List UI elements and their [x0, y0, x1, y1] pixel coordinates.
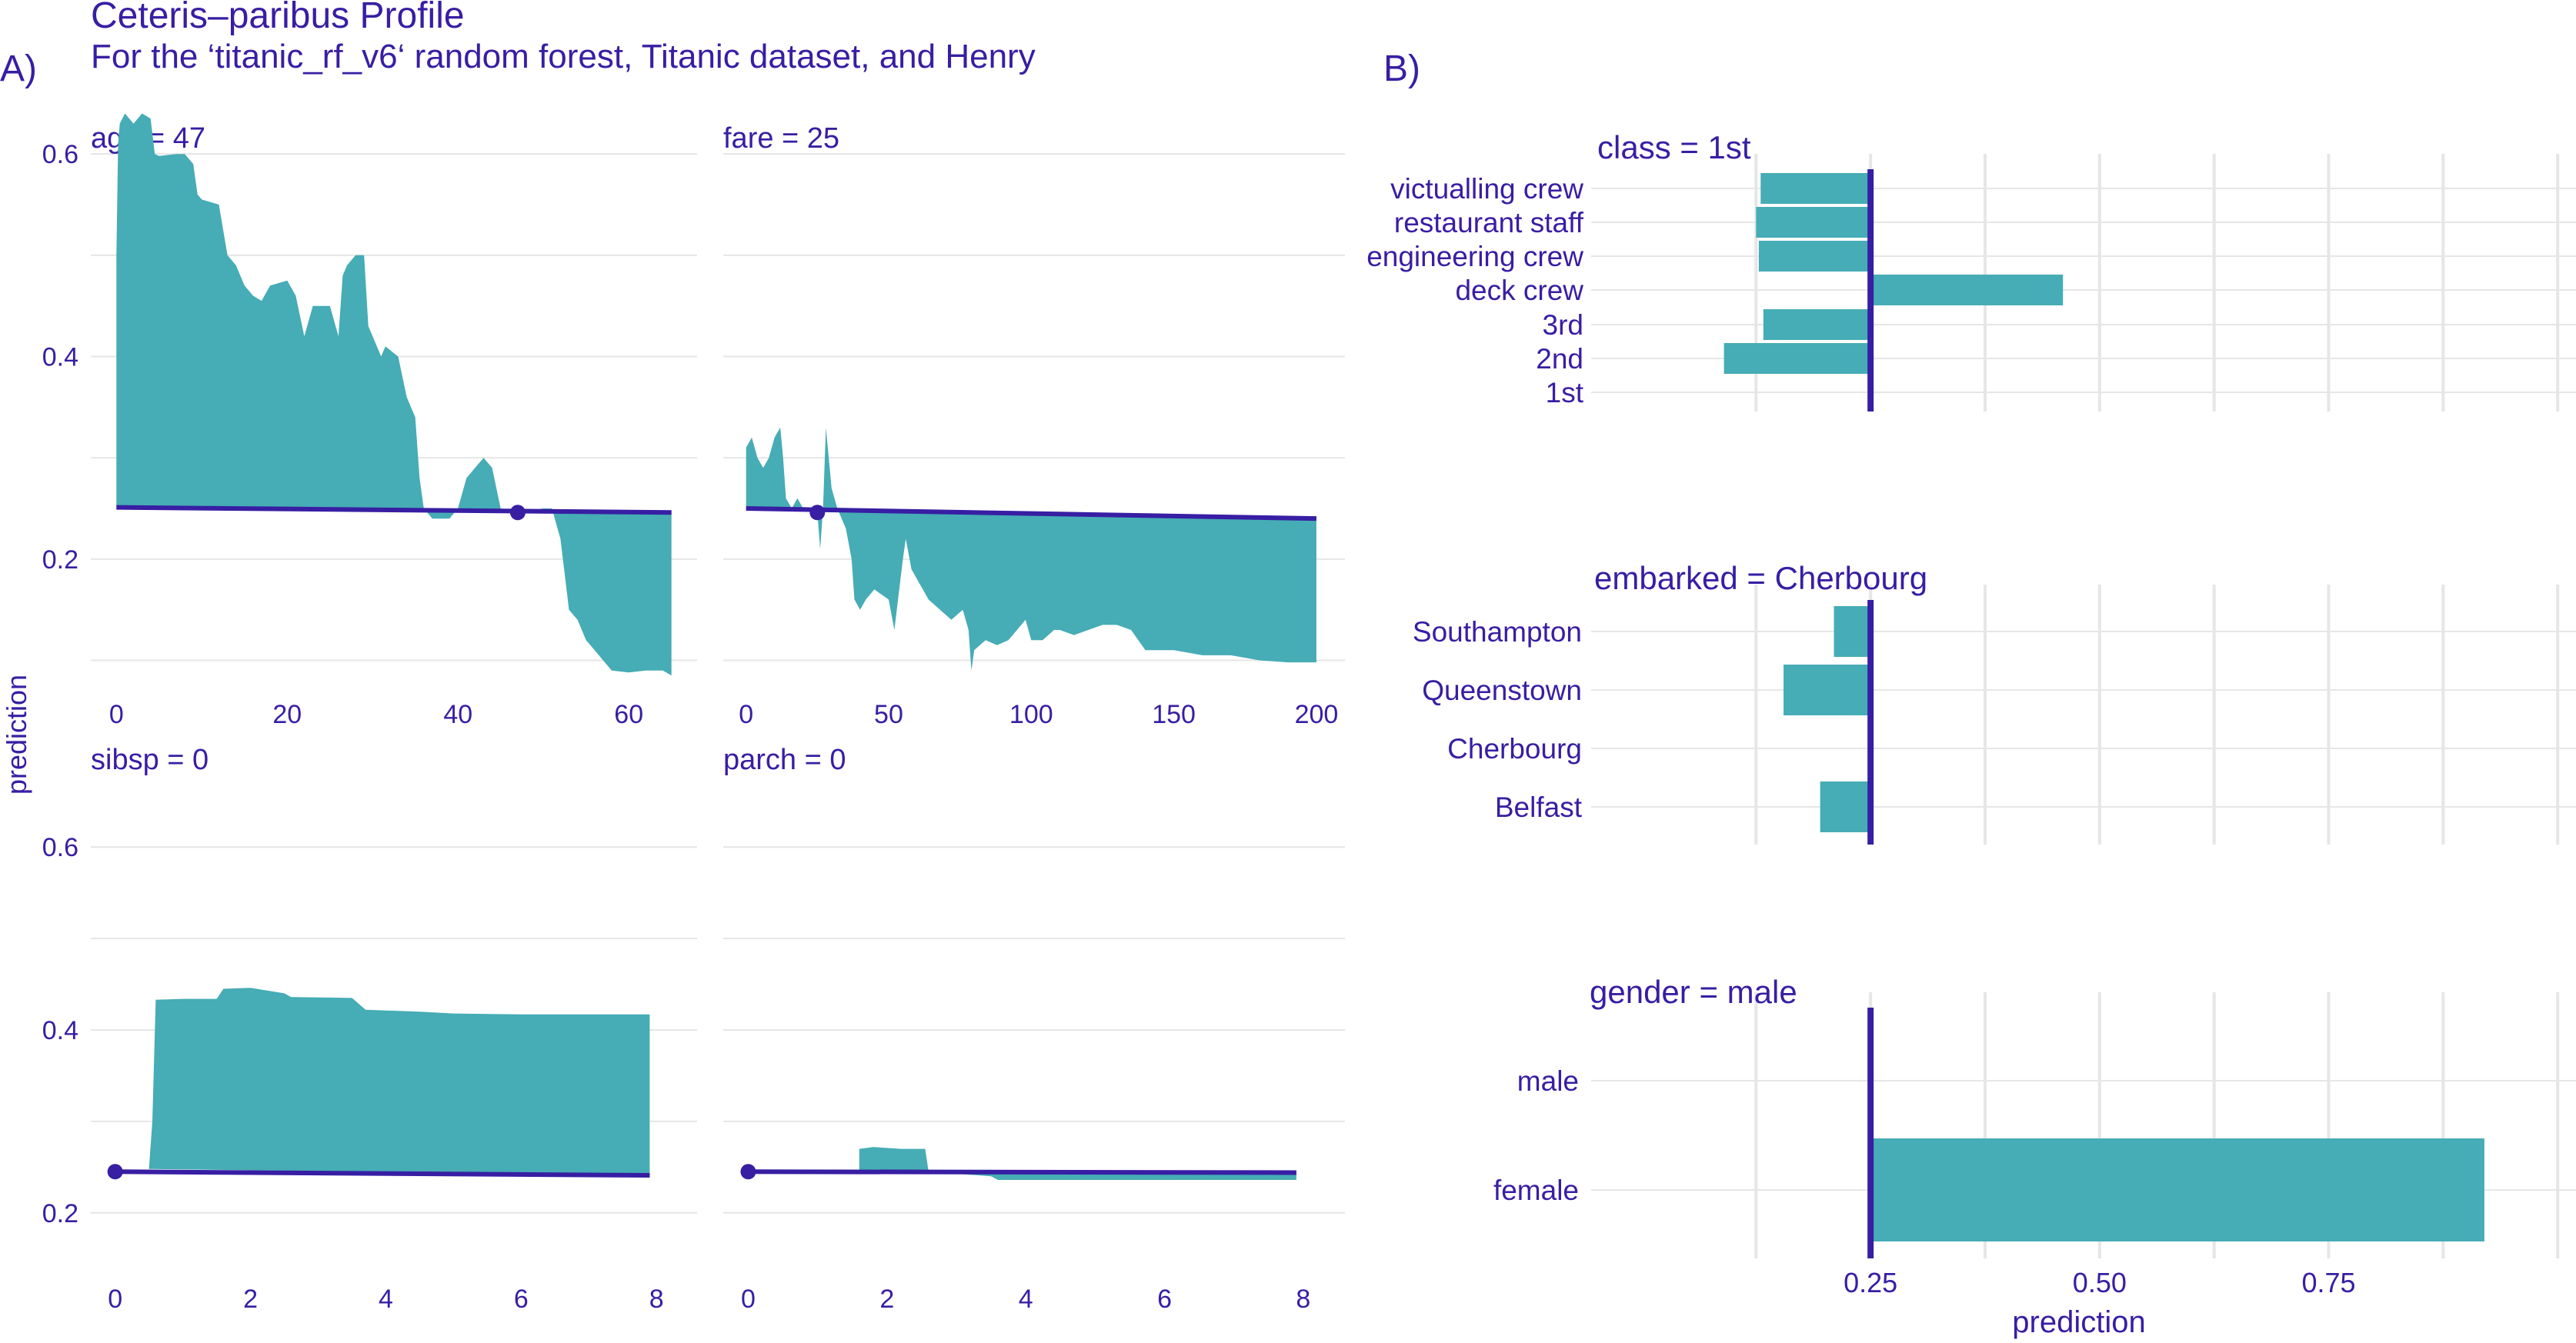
x-tick-label: 4: [1019, 1285, 1033, 1314]
figure-title: Ceteris–paribus Profile: [91, 0, 465, 36]
baseline-line: [746, 506, 1316, 522]
x-tick-label: 0: [108, 1285, 122, 1314]
panel-a-label: A): [0, 48, 37, 89]
x-tick-label: 8: [649, 1285, 664, 1314]
x-tick-label: 6: [1157, 1285, 1172, 1314]
baseline-line: [116, 505, 672, 515]
category-label: victualling crew: [1390, 173, 1583, 205]
panel-embarked: embarked = Cherbourg Southampton Queenstow…: [1413, 560, 2576, 845]
x-tick-label: 40: [443, 700, 472, 729]
x-tick-label: 0: [741, 1285, 756, 1314]
panel-b-x-axis-label: prediction: [2012, 1305, 2145, 1339]
x-tick-label: 8: [1296, 1285, 1310, 1314]
x-tick-label: 4: [379, 1285, 393, 1314]
y-tick-label: 0.6: [42, 833, 78, 862]
bar: [1723, 343, 1871, 374]
baseline-line: [115, 1169, 650, 1178]
y-tick-label: 0.4: [42, 1016, 78, 1045]
bar: [1756, 207, 1871, 238]
observation-point: [107, 1164, 123, 1180]
panel-gender: gender = male male female: [1493, 974, 2576, 1258]
x-tick-label: 2: [243, 1285, 258, 1314]
bar: [1820, 781, 1871, 832]
x-tick-label: 0.25: [1844, 1267, 1897, 1298]
y-tick-label: 0.2: [42, 545, 78, 575]
observation-point: [509, 505, 526, 521]
observation-point: [740, 1164, 756, 1180]
panel-title: sibsp = 0: [91, 744, 209, 776]
panel-title: embarked = Cherbourg: [1594, 560, 1927, 596]
x-tick-label: 150: [1152, 700, 1196, 729]
panel-title: parch = 0: [723, 744, 846, 776]
bar: [1758, 241, 1871, 272]
x-tick-label: 0.75: [2301, 1267, 2355, 1298]
x-tick-label: 0.50: [2073, 1267, 2127, 1298]
x-tick-label: 200: [1295, 700, 1339, 729]
panel-title: gender = male: [1590, 974, 1797, 1010]
category-label: deck crew: [1455, 275, 1583, 306]
x-tick-label: 60: [614, 700, 643, 729]
panel-title: fare = 25: [723, 122, 839, 155]
x-tick-label: 6: [514, 1285, 529, 1314]
panel-parch: 0 2 4 6 8 parch = 0: [723, 744, 1345, 1314]
category-label: Belfast: [1495, 791, 1583, 823]
baseline-line: [748, 1169, 1296, 1175]
category-label: Cherbourg: [1447, 733, 1582, 765]
x-tick-label: 20: [272, 700, 302, 729]
profile-area: [148, 988, 650, 1175]
panel-fare: 0 50 100 150 200 fare = 25: [723, 122, 1345, 729]
profile-area: [746, 427, 1316, 671]
profile-area: [116, 113, 672, 676]
bar: [1870, 1138, 2484, 1241]
bar: [1870, 275, 2064, 305]
figure-subtitle: For the ‘titanic_rf_v6‘ random forest, T…: [91, 38, 1036, 75]
profile-area: [859, 1147, 1296, 1180]
panel-a-y-axis-label: prediction: [1, 675, 32, 795]
bar: [1784, 665, 1871, 715]
category-label: Southampton: [1413, 616, 1582, 648]
y-tick-label: 0.6: [42, 140, 78, 169]
bar: [1763, 309, 1871, 340]
category-label: male: [1517, 1065, 1579, 1097]
category-label: 1st: [1546, 377, 1584, 408]
y-tick-label: 0.2: [42, 1199, 78, 1228]
x-tick-label: 100: [1009, 700, 1053, 729]
panel-b-label: B): [1383, 48, 1420, 89]
bar: [1834, 606, 1871, 657]
bar: [1760, 173, 1871, 204]
category-label: Queenstown: [1422, 675, 1582, 706]
category-label: female: [1493, 1175, 1579, 1206]
panel-sibsp: 0.2 0.4 0.6 0 2 4 6 8 sibsp = 0: [42, 744, 697, 1314]
x-tick-label: 0: [109, 700, 124, 729]
category-label: engineering crew: [1366, 241, 1583, 272]
category-label: 2nd: [1536, 343, 1583, 375]
x-tick-label: 0: [739, 700, 753, 729]
x-tick-label: 50: [874, 700, 903, 729]
y-tick-label: 0.4: [42, 343, 78, 372]
category-label: restaurant staff: [1394, 207, 1584, 238]
panel-title: class = 1st: [1597, 129, 1751, 165]
x-tick-label: 2: [879, 1285, 894, 1314]
observation-point: [809, 505, 826, 521]
category-label: 3rd: [1543, 309, 1583, 341]
